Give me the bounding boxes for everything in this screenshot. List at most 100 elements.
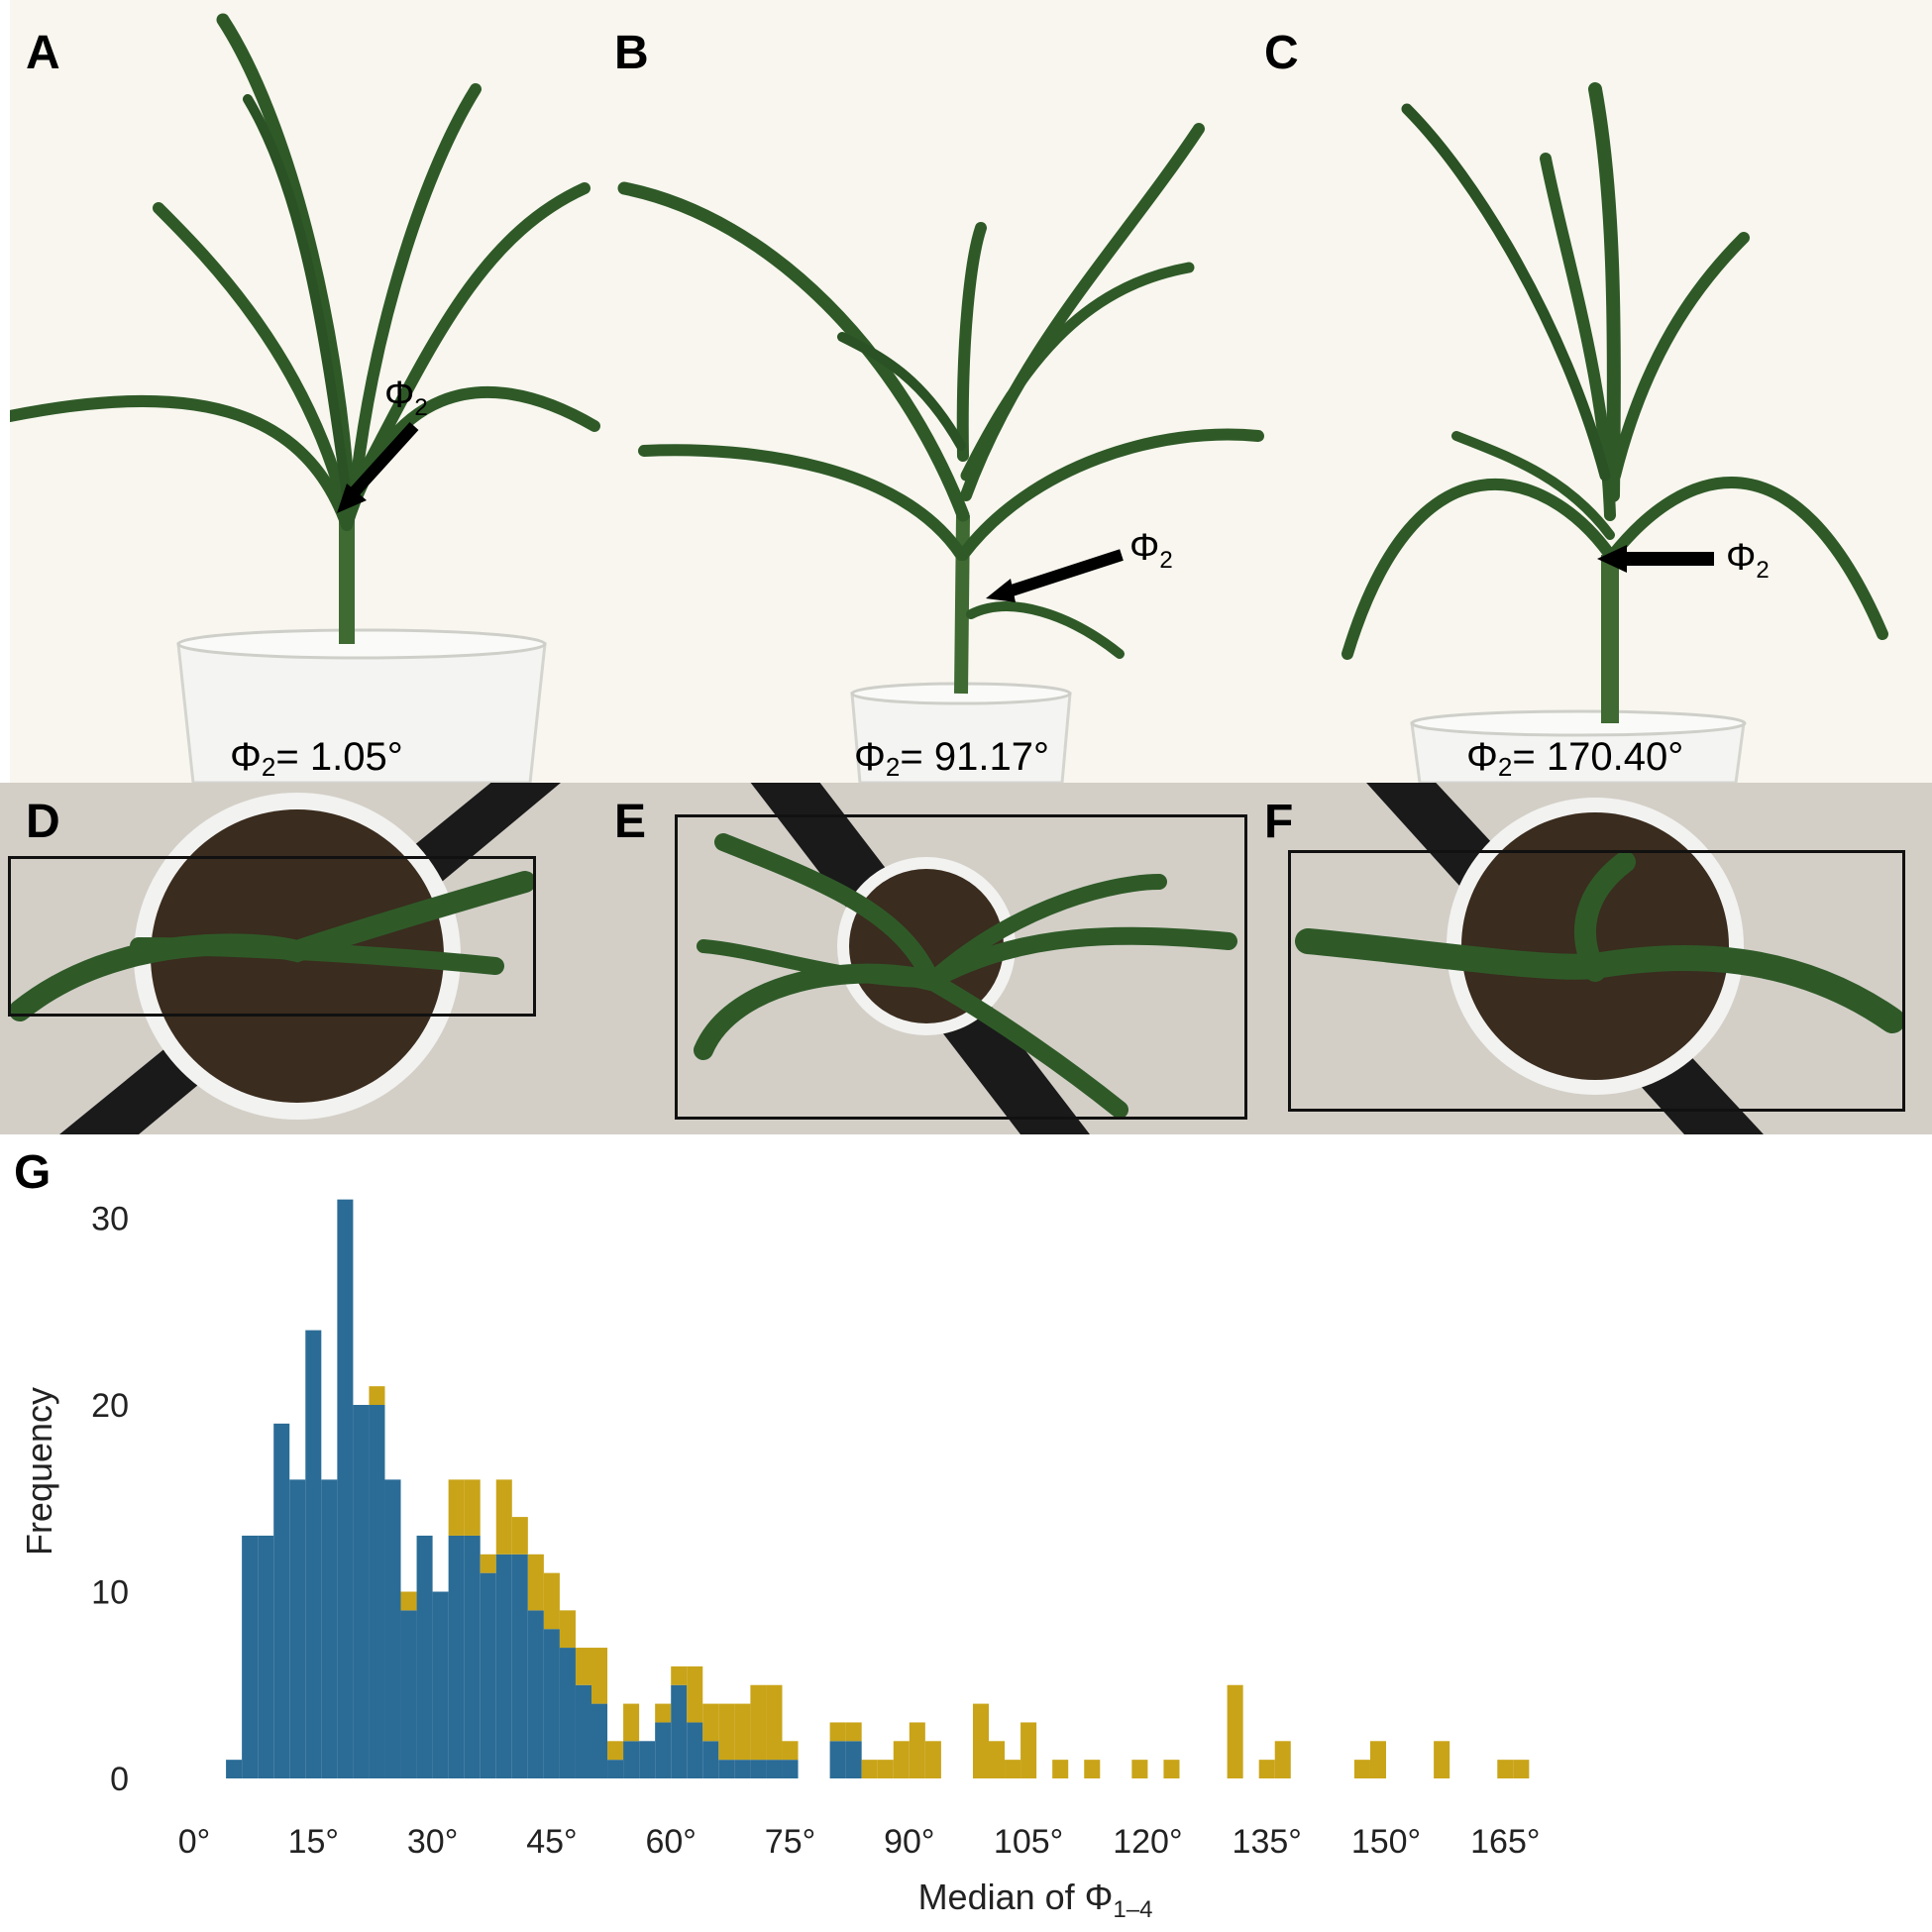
x-axis-title-main: Median of Φ bbox=[918, 1877, 1114, 1917]
phi2-arrow-label-a: Φ2 bbox=[384, 375, 428, 422]
histogram-bar-series-2-bin-166 bbox=[1513, 1760, 1530, 1778]
x-tick-label: 120° bbox=[1113, 1823, 1182, 1861]
bounding-box-d bbox=[8, 856, 536, 1017]
histogram-bar-series-2-bin-70 bbox=[750, 1684, 767, 1761]
histogram-bar-series-1-bin-68 bbox=[734, 1760, 751, 1778]
histogram-bar-series-1-bin-10 bbox=[273, 1423, 290, 1778]
histogram-bar-series-2-bin-48 bbox=[575, 1648, 591, 1685]
histogram-bar-series-2-bin-52 bbox=[607, 1741, 624, 1761]
phi-symbol: Φ bbox=[854, 735, 886, 779]
phi-symbol: Φ bbox=[1726, 537, 1757, 579]
phi-subscript: 2 bbox=[1159, 547, 1173, 574]
histogram-bar-series-2-bin-136 bbox=[1274, 1741, 1291, 1778]
histogram-bar-series-1-bin-82 bbox=[845, 1741, 862, 1778]
x-tick-label: 150° bbox=[1351, 1823, 1421, 1861]
histogram-bar-series-2-bin-82 bbox=[845, 1722, 862, 1742]
phi-subscript: 2 bbox=[1497, 752, 1513, 782]
panel-label-e: E bbox=[614, 796, 647, 848]
photo-side-view-a bbox=[10, 0, 604, 783]
phi-subscript: 2 bbox=[414, 394, 428, 421]
bounding-box-e bbox=[675, 814, 1247, 1120]
arrow-icon bbox=[1597, 545, 1714, 573]
histogram-bar-series-2-bin-134 bbox=[1258, 1760, 1275, 1778]
histogram-bar-series-1-bin-36 bbox=[480, 1572, 496, 1778]
histogram-bar-series-2-bin-58 bbox=[655, 1703, 672, 1723]
histogram-bar-series-1-bin-18 bbox=[337, 1199, 354, 1778]
plant-c-illustration bbox=[1268, 0, 1932, 783]
panel-label-c: C bbox=[1264, 27, 1299, 79]
phi-subscript: 2 bbox=[261, 752, 276, 782]
x-axis-title: Median of Φ1–4 bbox=[918, 1877, 1153, 1923]
panel-label-a: A bbox=[26, 27, 60, 79]
angle-value: = 91.17° bbox=[900, 735, 1049, 779]
angle-caption-a: Φ2= 1.05° bbox=[230, 735, 403, 783]
x-axis-title-sub: 1–4 bbox=[1113, 1896, 1152, 1923]
histogram-bar-series-2-bin-34 bbox=[464, 1479, 481, 1536]
panel-label-d: D bbox=[26, 796, 60, 848]
histogram-chart: 0 10 20 30 0° 15° 30° 45° 60° 75° 90° 105° 120° 135°… bbox=[19, 1199, 1540, 1923]
photo-top-view-d bbox=[0, 783, 604, 1134]
angle-value: = 170.40° bbox=[1512, 735, 1684, 779]
phi2-arrow-label-b: Φ2 bbox=[1129, 527, 1173, 575]
histogram-bar-series-2-bin-74 bbox=[782, 1741, 799, 1761]
histogram-bar-series-1-bin-74 bbox=[782, 1760, 799, 1778]
panel-label-g: G bbox=[14, 1146, 52, 1199]
histogram-bar-series-2-bin-64 bbox=[702, 1703, 719, 1742]
histogram-bar-series-2-bin-86 bbox=[877, 1760, 894, 1778]
plant-e-top-illustration bbox=[604, 783, 1268, 1134]
histogram-bar-series-2-bin-26 bbox=[400, 1591, 417, 1611]
angle-caption-c: Φ2= 170.40° bbox=[1466, 735, 1683, 783]
histogram-bar-series-1-bin-4 bbox=[226, 1760, 243, 1778]
histogram-bar-series-1-bin-50 bbox=[591, 1703, 608, 1778]
y-tick-label: 10 bbox=[91, 1574, 129, 1612]
x-tick-label: 90° bbox=[884, 1823, 934, 1861]
angle-caption-b: Φ2= 91.17° bbox=[854, 735, 1049, 783]
histogram-bar-series-1-bin-46 bbox=[559, 1648, 576, 1778]
histogram-bar-series-1-bin-24 bbox=[384, 1479, 401, 1778]
phi-subscript: 2 bbox=[885, 752, 901, 782]
histogram-bar-series-2-bin-90 bbox=[909, 1722, 925, 1778]
arrow-icon bbox=[337, 421, 419, 513]
phi-symbol: Φ bbox=[230, 735, 262, 779]
histogram-bar-series-2-bin-130 bbox=[1227, 1684, 1243, 1778]
plant-d-top-illustration bbox=[0, 783, 604, 1134]
histogram-bar-series-2-bin-112 bbox=[1084, 1760, 1101, 1778]
histogram-bar-series-2-bin-148 bbox=[1369, 1741, 1386, 1778]
plant-b-illustration bbox=[604, 0, 1268, 783]
histogram-bar-series-2-bin-164 bbox=[1497, 1760, 1514, 1778]
x-tick-label: 45° bbox=[526, 1823, 577, 1861]
histogram-bar-series-2-bin-118 bbox=[1131, 1760, 1148, 1778]
histogram-bar-series-2-bin-102 bbox=[1005, 1760, 1021, 1778]
histogram-bar-series-2-bin-36 bbox=[480, 1554, 496, 1573]
histogram-bar-series-1-bin-40 bbox=[511, 1554, 528, 1778]
histogram-bar-series-2-bin-98 bbox=[972, 1703, 989, 1778]
histogram-bar-series-1-bin-22 bbox=[369, 1405, 385, 1778]
histogram-bar-series-1-bin-14 bbox=[305, 1330, 322, 1778]
histogram-bar-series-1-bin-54 bbox=[623, 1741, 640, 1778]
histogram-bar-series-2-bin-68 bbox=[734, 1703, 751, 1761]
histogram-bar-series-1-bin-72 bbox=[766, 1760, 783, 1778]
histogram-bar-series-1-bin-8 bbox=[258, 1535, 274, 1778]
histogram-bar-series-2-bin-66 bbox=[718, 1703, 735, 1761]
x-tick-label: 105° bbox=[994, 1823, 1063, 1861]
x-tick-label: 30° bbox=[407, 1823, 458, 1861]
histogram-bar-series-1-bin-48 bbox=[575, 1684, 591, 1778]
x-tick-label: 165° bbox=[1470, 1823, 1540, 1861]
x-tick-label: 0° bbox=[178, 1823, 211, 1861]
histogram-bar-series-2-bin-42 bbox=[527, 1554, 544, 1611]
histogram-bar-series-1-bin-30 bbox=[432, 1591, 449, 1778]
histogram-bar-series-2-bin-32 bbox=[448, 1479, 465, 1536]
histogram-bar-series-2-bin-40 bbox=[511, 1517, 528, 1555]
histogram-bar-series-1-bin-62 bbox=[687, 1722, 703, 1778]
histogram-bar-series-2-bin-54 bbox=[623, 1703, 640, 1742]
histogram-bar-series-1-bin-58 bbox=[655, 1722, 672, 1778]
histogram-bar-series-2-bin-44 bbox=[543, 1572, 560, 1630]
y-axis-title: Frequency bbox=[19, 1387, 59, 1556]
histogram-bar-series-1-bin-32 bbox=[448, 1535, 465, 1778]
x-tick-label: 15° bbox=[288, 1823, 339, 1861]
histogram-bar-series-1-bin-28 bbox=[416, 1535, 433, 1778]
panel-label-b: B bbox=[614, 27, 649, 79]
histogram-bar-series-1-bin-6 bbox=[242, 1535, 259, 1778]
histogram-bar-series-2-bin-92 bbox=[924, 1741, 941, 1778]
phi-subscript: 2 bbox=[1756, 557, 1770, 584]
